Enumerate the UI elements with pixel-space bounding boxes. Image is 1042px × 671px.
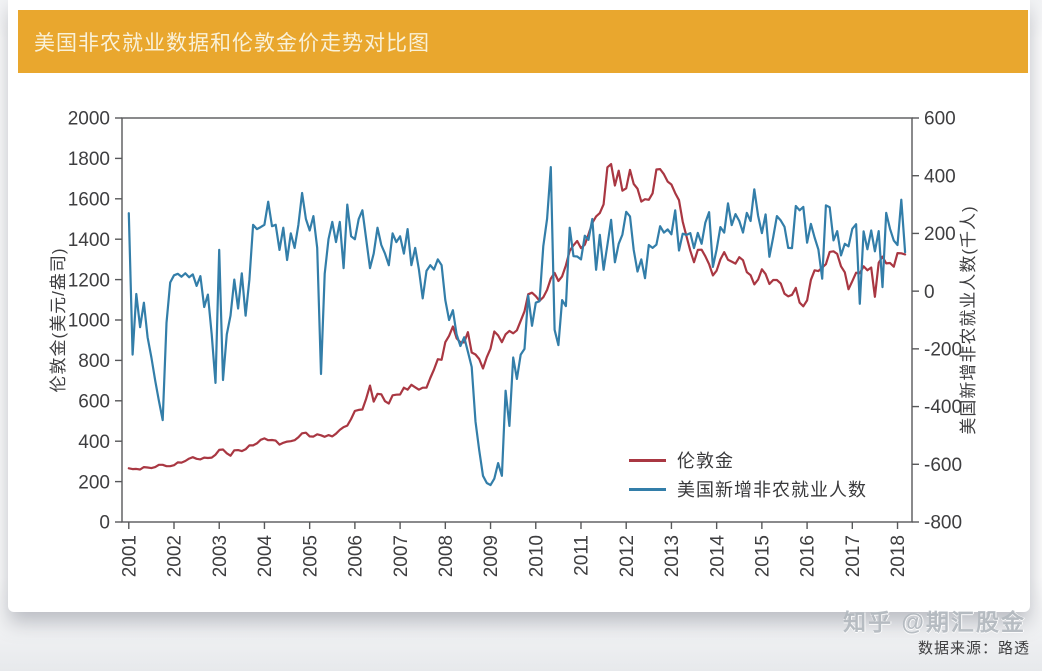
page-title: 美国非农就业数据和伦敦金价走势对比图 — [34, 31, 430, 55]
right-tick-label: 200 — [924, 224, 956, 245]
right-tick-label: 600 — [924, 109, 956, 130]
left-tick-label: 600 — [78, 391, 110, 412]
x-tick-label: 2003 — [210, 535, 231, 577]
legend-item-gold: 伦敦金 — [629, 449, 867, 471]
x-tick-label: 2016 — [798, 535, 819, 577]
x-tick-label: 2005 — [300, 535, 321, 577]
left-tick-label: 2000 — [68, 109, 110, 130]
x-tick-label: 2004 — [255, 535, 276, 578]
x-tick-label: 2009 — [481, 535, 502, 577]
x-tick-label: 2017 — [843, 535, 864, 577]
legend-label-payroll: 美国新增非农就业人数 — [677, 480, 867, 500]
right-axis-title: 美国新增非农就业人数(千人) — [959, 205, 978, 434]
right-tick-label: 400 — [924, 166, 956, 187]
watermark: 知乎 @期汇股金 — [843, 609, 1026, 635]
left-tick-label: 800 — [78, 351, 110, 372]
right-tick-label: -400 — [924, 397, 962, 418]
x-tick-label: 2013 — [662, 535, 683, 577]
payroll-line-swatch — [629, 487, 666, 491]
x-tick-label: 2010 — [526, 535, 547, 577]
x-tick-label: 2007 — [391, 535, 412, 577]
x-tick-label: 2011 — [572, 535, 593, 576]
chart-svg: 0200400600800100012001400160018002000-80… — [49, 109, 978, 578]
left-tick-label: 400 — [78, 432, 110, 453]
right-tick-label: -800 — [924, 513, 962, 534]
right-tick-label: -600 — [924, 455, 962, 476]
x-tick-label: 2014 — [707, 535, 728, 578]
left-tick-label: 1200 — [68, 270, 110, 291]
payroll-line — [127, 166, 907, 487]
gold-line-swatch — [629, 458, 666, 462]
left-tick-label: 1600 — [68, 189, 110, 210]
right-tick-label: 0 — [924, 282, 935, 303]
chart-card: 美国非农就业数据和伦敦金价走势对比图 0 200 400 600 800 1000 1200… — [8, 0, 1030, 612]
x-tick-label: 2001 — [119, 535, 140, 577]
x-tick-label: 2015 — [753, 535, 774, 577]
data-source-caption: 数据来源：路透 — [917, 640, 1030, 657]
right-tick-label: -200 — [924, 340, 962, 361]
x-tick-label: 2012 — [617, 535, 638, 577]
x-tick-label: 2002 — [165, 535, 186, 577]
left-axis-title: 伦敦金(美元/盎司) — [49, 247, 68, 392]
x-tick-label: 2006 — [346, 535, 367, 577]
left-tick-label: 1400 — [68, 230, 110, 251]
gold-line — [127, 163, 907, 471]
legend-item-payroll: 美国新增非农就业人数 — [629, 478, 867, 500]
legend: 伦敦金 美国新增非农就业人数 — [629, 449, 867, 500]
title-banner: 美国非农就业数据和伦敦金价走势对比图 — [18, 10, 1028, 73]
left-tick-label: 1800 — [68, 149, 110, 170]
left-tick-label: 1000 — [68, 311, 110, 332]
legend-label-gold: 伦敦金 — [677, 451, 734, 471]
left-tick-label: 0 — [99, 513, 110, 534]
x-tick-label: 2018 — [888, 535, 909, 577]
x-tick-label: 2008 — [436, 535, 457, 577]
left-tick-label: 200 — [78, 472, 110, 493]
